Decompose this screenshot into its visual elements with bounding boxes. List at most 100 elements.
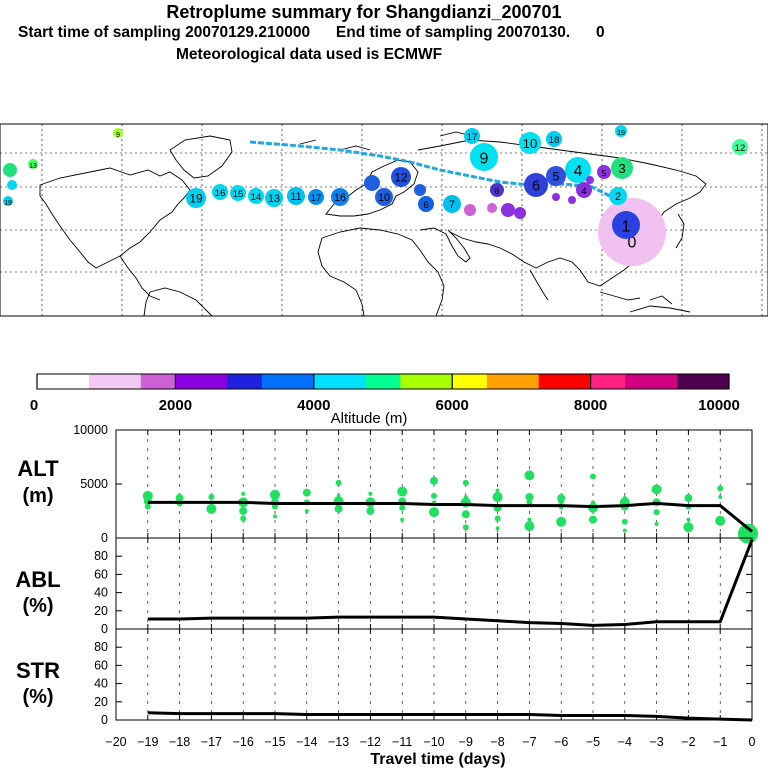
plume-marker-circle	[464, 128, 480, 144]
plume-marker: 3	[611, 157, 633, 179]
x-tick-label: −11	[392, 735, 412, 749]
plume-marker-label: 15	[233, 189, 244, 200]
y-tick-label: 80	[94, 549, 108, 563]
plume-marker: 10	[375, 188, 393, 206]
plume-marker: 14	[248, 188, 264, 204]
alt-series-line	[147, 500, 753, 533]
colorbar-segment	[659, 374, 678, 389]
x-tick-label: −18	[169, 735, 190, 749]
colorbar-segment	[590, 374, 609, 389]
colorbar-segment	[625, 374, 643, 389]
colorbar-segment	[365, 374, 384, 389]
x-axis-label: Travel time (days)	[370, 751, 505, 768]
x-tick-label: −14	[296, 735, 317, 749]
x-tick-label: −6	[554, 735, 568, 749]
plume-marker-label: 9	[116, 132, 120, 139]
colorbar-segment	[140, 374, 159, 389]
x-tick-label: 0	[749, 735, 756, 749]
colorbar-segment	[607, 374, 626, 389]
alt-scatter-point	[622, 528, 627, 533]
plume-marker	[586, 176, 594, 184]
plume-marker-circle	[418, 196, 434, 212]
colorbar-segment	[556, 374, 574, 389]
plume-marker: 11	[287, 187, 305, 205]
plume-marker-label: 4	[574, 163, 583, 180]
plume-marker-label: 19	[189, 192, 203, 206]
plume-marker-circle	[308, 189, 324, 205]
colorbar-segment	[37, 374, 55, 389]
plume-marker-label: 5	[602, 168, 607, 178]
alt-scatter-point	[717, 485, 724, 492]
colorbar-segment	[573, 374, 592, 389]
plume-marker: 1	[612, 211, 640, 239]
plume-marker-circle	[552, 193, 560, 201]
alt-scatter-point	[495, 526, 500, 531]
x-tick-label: −10	[423, 735, 444, 749]
colorbar-segment	[538, 374, 557, 389]
alt-scatter-point	[558, 498, 565, 505]
alt-scatter-point	[651, 484, 662, 495]
plume-marker-label: 13	[29, 163, 37, 170]
plume-marker: 5	[546, 166, 566, 186]
alt-scatter-point	[461, 510, 470, 519]
plume-marker: 15	[230, 185, 246, 201]
alt-scatter-point	[431, 492, 437, 499]
plume-marker-circle	[248, 188, 264, 204]
plume-marker: 9	[113, 128, 123, 139]
alt-scatter-point	[397, 486, 408, 497]
plume-marker: 9	[470, 143, 498, 171]
alt-scatter-point	[366, 507, 375, 515]
abl-label: ABL	[15, 567, 60, 592]
plume-marker	[7, 180, 17, 190]
alt-scatter-point	[334, 504, 343, 513]
plume-marker-label: 1	[622, 218, 631, 235]
x-tick-label: −19	[137, 735, 158, 749]
plume-marker-circle	[212, 184, 228, 200]
alt-label: ALT	[17, 456, 59, 481]
alt-scatter-point	[524, 470, 535, 481]
alt-unit: (m)	[22, 485, 53, 507]
plume-marker-label: 8	[495, 186, 500, 196]
plume-marker-circle	[586, 176, 594, 184]
plume-marker-label: 3	[618, 161, 625, 176]
alt-scatter-point	[738, 523, 758, 544]
colorbar-tick-label: 6000	[436, 397, 469, 414]
alt-scatter-point	[241, 491, 246, 496]
plume-marker: 4	[576, 182, 592, 198]
x-tick-label: −1	[713, 735, 727, 749]
colorbar-segment	[313, 374, 332, 389]
alt-scatter-point	[175, 494, 184, 503]
colorbar-segment	[192, 374, 211, 389]
plume-marker: 5	[597, 165, 611, 179]
plume-marker: 13	[28, 159, 38, 170]
plume-marker-circle	[3, 196, 13, 206]
plume-marker-label: 11	[290, 191, 301, 203]
alt-scatter-point	[302, 488, 311, 497]
alt-scatter-point	[653, 509, 660, 516]
colorbar-segment	[694, 374, 713, 389]
x-tick-label: −3	[649, 735, 663, 749]
alt-scatter-point	[654, 521, 659, 526]
alt-scatter-point	[240, 515, 247, 522]
plume-marker-label: 19	[617, 128, 625, 137]
plume-marker	[464, 204, 476, 216]
plume-marker-label: 19	[4, 200, 12, 207]
colorbar-tick-label: 4000	[297, 397, 330, 414]
str-panel: 80 60 40 20 0 STR (%)	[16, 628, 753, 727]
plume-marker-circle	[524, 173, 548, 197]
colorbar-segment	[521, 374, 540, 389]
alt-scatter-point	[683, 522, 694, 533]
colorbar-segment	[711, 374, 730, 389]
plume-marker-circle	[287, 187, 305, 205]
str-series-line	[147, 711, 753, 722]
plume-marker-circle	[186, 188, 206, 208]
alt-scatter-point	[272, 503, 278, 510]
plume-marker-circle	[609, 187, 627, 205]
plume-marker-circle	[565, 157, 591, 183]
plume-marker: 19	[615, 125, 627, 137]
abl-unit: (%)	[22, 595, 53, 617]
abl-panel: 80 60 40 20 0 ABL (%)	[15, 537, 754, 636]
y-tick-label: 60	[94, 567, 108, 581]
plume-marker: 8	[490, 183, 504, 197]
trajectory-path	[249, 140, 632, 229]
